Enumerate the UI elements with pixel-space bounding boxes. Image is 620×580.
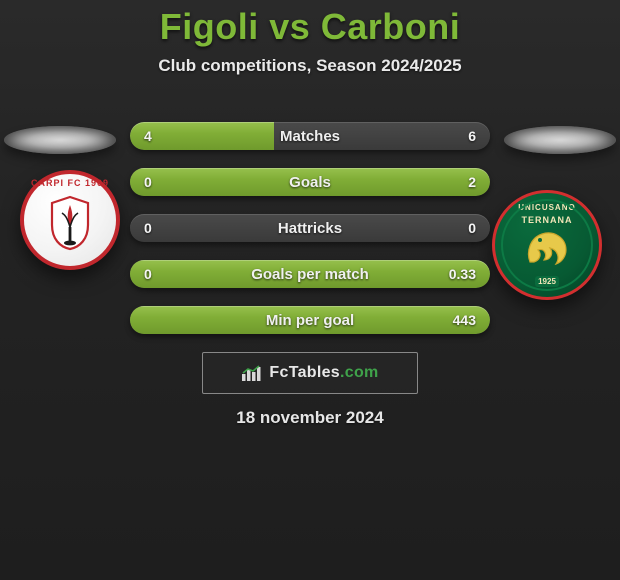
bar-chart-icon: [241, 364, 263, 382]
stat-right-val: 6: [468, 128, 476, 144]
team-badge-right: UNICUSANO TERNANA 1925: [492, 190, 602, 300]
stat-label: Matches: [130, 128, 490, 145]
stat-label: Min per goal: [130, 312, 490, 329]
team-right-year: 1925: [535, 276, 559, 287]
brand-text: FcTables.com: [269, 364, 378, 382]
stat-label: Goals: [130, 174, 490, 191]
stat-label: Hattricks: [130, 220, 490, 237]
stat-row-4: Min per goal 443: [130, 306, 490, 334]
stat-label: Goals per match: [130, 266, 490, 283]
brand-dot: .com: [340, 364, 379, 381]
team-left-name: CARPI FC 1909: [31, 178, 109, 188]
team-right-top: UNICUSANO: [518, 203, 575, 212]
stat-row-2: 0 Hattricks 0: [130, 214, 490, 242]
brand-prefix: Fc: [269, 364, 288, 381]
header: Figoli vs Carboni Club competitions, Sea…: [0, 0, 620, 76]
stat-row-0: 4 Matches 6: [130, 122, 490, 150]
stat-row-3: 0 Goals per match 0.33: [130, 260, 490, 288]
shield-icon: [48, 195, 92, 251]
brand-suffix: Tables: [289, 364, 340, 381]
stat-right-val: 443: [453, 312, 476, 328]
stat-row-1: 0 Goals 2: [130, 168, 490, 196]
stat-right-val: 0.33: [449, 266, 476, 282]
stat-bars: 4 Matches 6 0 Goals 2 0 Hattricks 0 0 Go…: [130, 122, 490, 334]
stat-right-val: 2: [468, 174, 476, 190]
team-right-mid: TERNANA: [522, 215, 573, 225]
comparison-stage: CARPI FC 1909 UNICUSANO TERNANA 1925 4 M…: [0, 110, 620, 350]
stat-right-val: 0: [468, 220, 476, 236]
team-badge-left: CARPI FC 1909: [20, 170, 120, 270]
pedestal-left: [4, 126, 116, 154]
pedestal-right: [504, 126, 616, 154]
page-title: Figoli vs Carboni: [0, 6, 620, 48]
dragon-icon: [520, 222, 574, 276]
date-text: 18 november 2024: [0, 408, 620, 428]
brand-box: FcTables.com: [202, 352, 418, 394]
page-subtitle: Club competitions, Season 2024/2025: [0, 56, 620, 76]
